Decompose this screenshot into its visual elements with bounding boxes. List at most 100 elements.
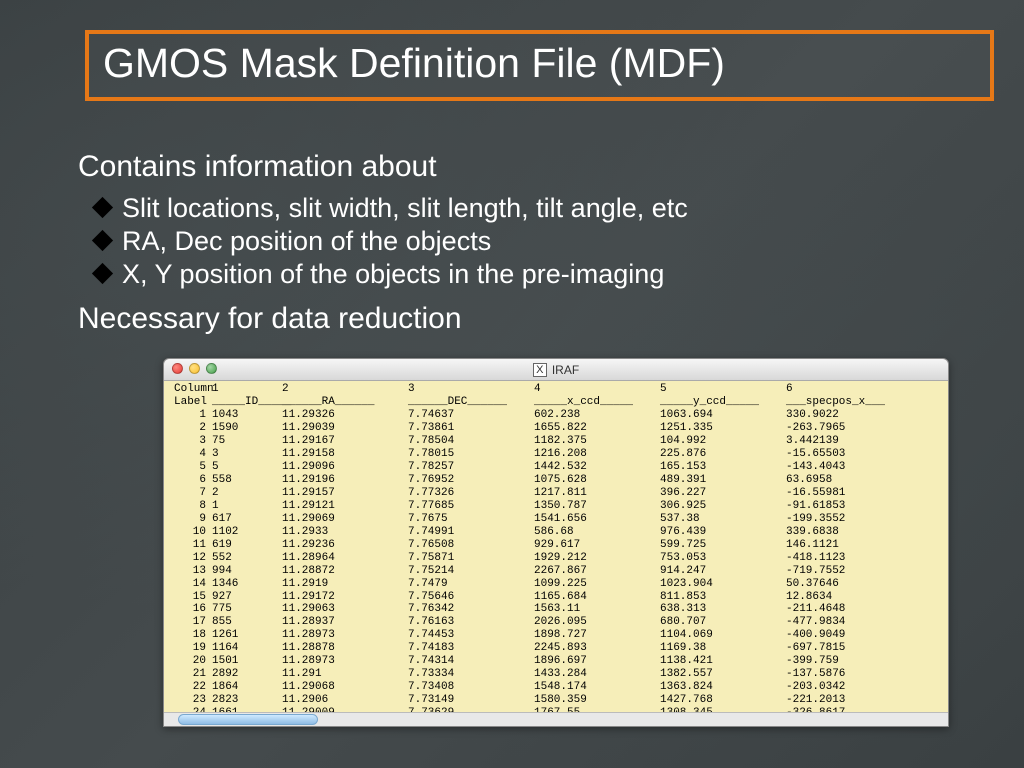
cell-specpos: -203.0342 <box>786 681 912 694</box>
cell-specpos: -477.9834 <box>786 616 912 629</box>
cell-specpos: -221.2013 <box>786 694 912 707</box>
table-row: 1104311.293267.74637602.2381063.694330.9… <box>164 409 948 422</box>
cell-specpos: -137.5876 <box>786 668 912 681</box>
col-num: 5 <box>660 383 786 396</box>
cell-id: 5 <box>212 461 282 474</box>
row-num: 16 <box>174 603 212 616</box>
row-num: 15 <box>174 591 212 604</box>
cell-xccd: 1433.284 <box>534 668 660 681</box>
row-num: 14 <box>174 578 212 591</box>
table-row: 21289211.2917.733341433.2841382.557-137.… <box>164 668 948 681</box>
cell-yccd: 1138.421 <box>660 655 786 668</box>
cell-xccd: 1075.628 <box>534 474 660 487</box>
x11-icon: X <box>533 363 547 377</box>
col-label: ______DEC______ <box>408 396 534 409</box>
cell-ra: 11.29326 <box>282 409 408 422</box>
cell-xccd: 1165.684 <box>534 591 660 604</box>
cell-ra: 11.28937 <box>282 616 408 629</box>
row-num: 9 <box>174 513 212 526</box>
row-num: 5 <box>174 461 212 474</box>
cell-xccd: 2267.867 <box>534 565 660 578</box>
cell-yccd: 680.707 <box>660 616 786 629</box>
cell-id: 775 <box>212 603 282 616</box>
close-icon[interactable] <box>172 363 183 374</box>
cell-dec: 7.75214 <box>408 565 534 578</box>
cell-yccd: 599.725 <box>660 539 786 552</box>
minimize-icon[interactable] <box>189 363 200 374</box>
cell-specpos: 339.6838 <box>786 526 912 539</box>
cell-yccd: 1023.904 <box>660 578 786 591</box>
label-header-row: Label _____ID_____ ______RA______ ______… <box>164 396 948 409</box>
title-box: GMOS Mask Definition File (MDF) <box>85 30 994 101</box>
cell-id: 855 <box>212 616 282 629</box>
cell-dec: 7.78504 <box>408 435 534 448</box>
table-row: 1399411.288727.752142267.867914.247-719.… <box>164 565 948 578</box>
row-num: 21 <box>174 668 212 681</box>
horizontal-scrollbar[interactable] <box>164 712 948 726</box>
cell-ra: 11.29196 <box>282 474 408 487</box>
cell-ra: 11.29068 <box>282 681 408 694</box>
cell-xccd: 1548.174 <box>534 681 660 694</box>
window-titlebar[interactable]: X IRAF <box>164 359 948 381</box>
scrollbar-thumb[interactable] <box>178 714 318 725</box>
cell-specpos: 50.37646 <box>786 578 912 591</box>
cell-id: 2892 <box>212 668 282 681</box>
cell-ra: 11.29167 <box>282 435 408 448</box>
cell-yccd: 1382.557 <box>660 668 786 681</box>
cell-xccd: 1541.656 <box>534 513 660 526</box>
cell-yccd: 1063.694 <box>660 409 786 422</box>
cell-dec: 7.74183 <box>408 642 534 655</box>
cell-dec: 7.76342 <box>408 603 534 616</box>
table-row: 1785511.289377.761632026.095680.707-477.… <box>164 616 948 629</box>
cell-yccd: 1169.38 <box>660 642 786 655</box>
cell-specpos: -211.4648 <box>786 603 912 616</box>
cell-yccd: 1427.768 <box>660 694 786 707</box>
cell-id: 2823 <box>212 694 282 707</box>
col-num: 6 <box>786 383 912 396</box>
cell-specpos: 146.1121 <box>786 539 912 552</box>
row-num: 18 <box>174 629 212 642</box>
cell-yccd: 638.313 <box>660 603 786 616</box>
cell-id: 552 <box>212 552 282 565</box>
row-num: 8 <box>174 500 212 513</box>
bullet-text: X, Y position of the objects in the pre-… <box>122 259 664 289</box>
row-num: 23 <box>174 694 212 707</box>
column-header-row: Column 1 2 3 4 5 6 <box>164 383 948 396</box>
table-row: 2159011.290397.738611655.8221251.335-263… <box>164 422 948 435</box>
cell-xccd: 1896.697 <box>534 655 660 668</box>
cell-ra: 11.29121 <box>282 500 408 513</box>
row-num: 2 <box>174 422 212 435</box>
cell-id: 1102 <box>212 526 282 539</box>
row-num: 7 <box>174 487 212 500</box>
table-row: 961711.290697.76751541.656537.38-199.355… <box>164 513 948 526</box>
cell-specpos: -697.7815 <box>786 642 912 655</box>
cell-dec: 7.75646 <box>408 591 534 604</box>
cell-xccd: 586.68 <box>534 526 660 539</box>
col-num: 3 <box>408 383 534 396</box>
zoom-icon[interactable] <box>206 363 217 374</box>
cell-dec: 7.7675 <box>408 513 534 526</box>
cell-xccd: 1217.811 <box>534 487 660 500</box>
cell-id: 2 <box>212 487 282 500</box>
cell-id: 1346 <box>212 578 282 591</box>
window-title: IRAF <box>552 363 579 377</box>
cell-ra: 11.28973 <box>282 629 408 642</box>
table-row: 22186411.290687.734081548.1741363.824-20… <box>164 681 948 694</box>
cell-yccd: 165.153 <box>660 461 786 474</box>
cell-specpos: -15.65503 <box>786 448 912 461</box>
table-row: 1255211.289647.758711929.212753.053-418.… <box>164 552 948 565</box>
cell-xccd: 602.238 <box>534 409 660 422</box>
cell-id: 3 <box>212 448 282 461</box>
cell-yccd: 225.876 <box>660 448 786 461</box>
cell-ra: 11.28878 <box>282 642 408 655</box>
bullet-item: X, Y position of the objects in the pre-… <box>95 258 688 291</box>
cell-ra: 11.29157 <box>282 487 408 500</box>
cell-ra: 11.29158 <box>282 448 408 461</box>
table-area: Column 1 2 3 4 5 6 Label _____ID_____ __… <box>164 381 948 726</box>
row-num: 11 <box>174 539 212 552</box>
cell-specpos: -143.4043 <box>786 461 912 474</box>
table-row: 4311.291587.780151216.208225.876-15.6550… <box>164 448 948 461</box>
cell-dec: 7.78015 <box>408 448 534 461</box>
cell-dec: 7.73149 <box>408 694 534 707</box>
cell-ra: 11.28973 <box>282 655 408 668</box>
